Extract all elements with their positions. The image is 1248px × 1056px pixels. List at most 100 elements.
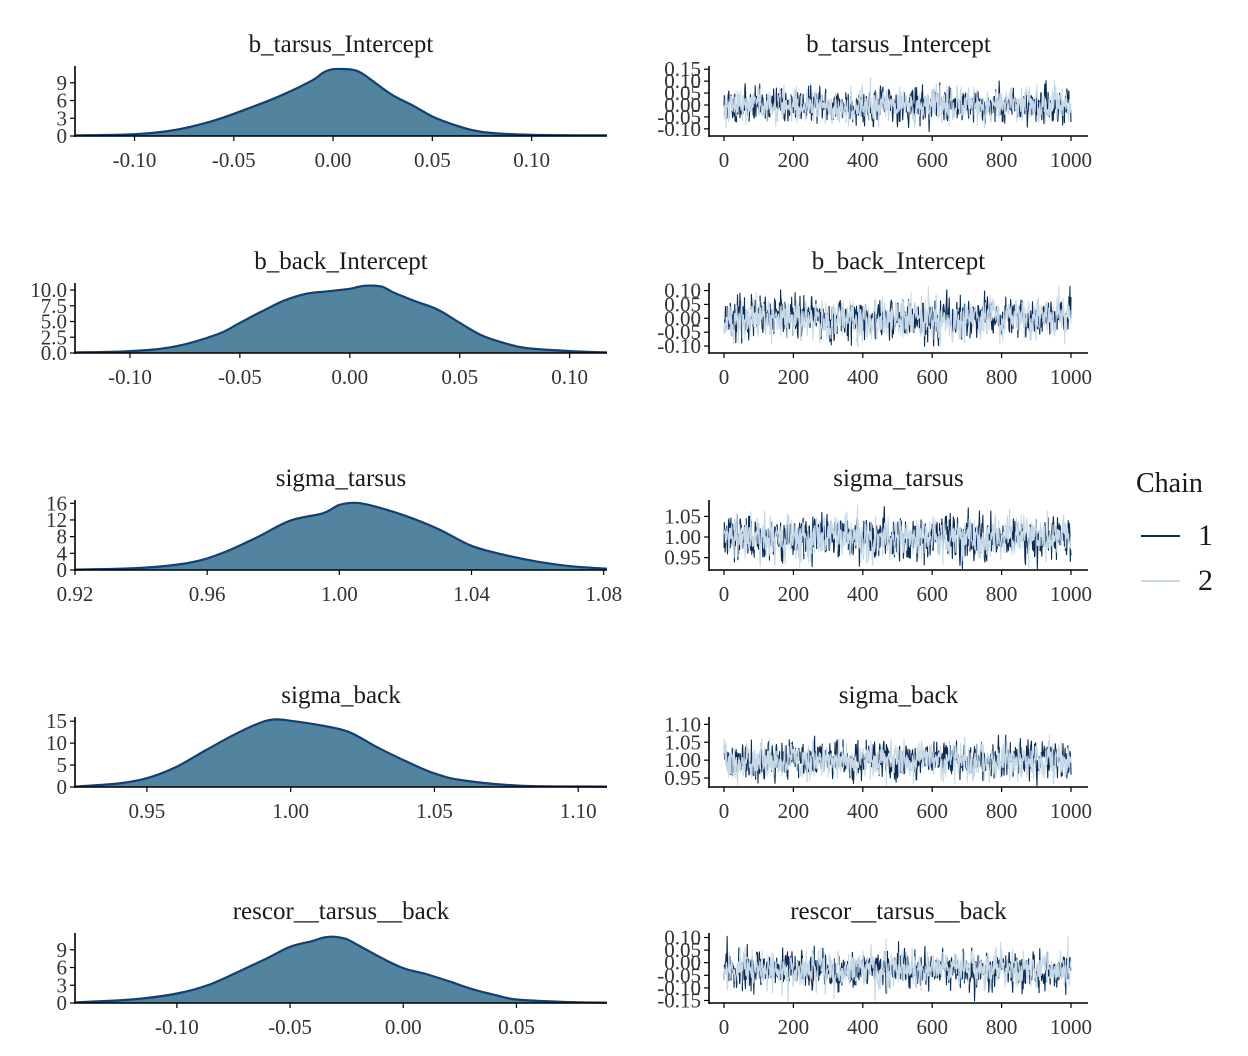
y-tick-label: 0.05 (664, 938, 701, 962)
x-tick-label: 0.96 (189, 582, 226, 606)
x-tick-label: 0 (719, 1015, 730, 1039)
x-tick-label: 200 (778, 148, 810, 172)
x-tick-label: 1.05 (416, 799, 453, 823)
x-tick-label: 1.08 (585, 582, 622, 606)
x-tick-label: 200 (778, 799, 810, 823)
x-tick-label: 0 (719, 582, 730, 606)
x-tick-label: 0.92 (57, 582, 94, 606)
x-tick-label: 200 (778, 365, 810, 389)
x-tick-label: 1.00 (272, 799, 309, 823)
x-tick-label: 1000 (1050, 1015, 1092, 1039)
y-tick-label: 0.00 (664, 93, 701, 117)
density-area (75, 285, 607, 353)
trace-chain-2 (723, 77, 1072, 129)
x-tick-label: 0.00 (315, 148, 352, 172)
y-tick-label: 10 (46, 731, 67, 755)
x-tick-label: 1.10 (560, 799, 597, 823)
y-tick-label: 0.10 (664, 69, 701, 93)
y-tick-label: 3 (57, 973, 68, 997)
y-tick-label: 0.00 (664, 951, 701, 975)
y-tick-label: 0.15 (664, 57, 701, 81)
y-tick-label: 1.05 (664, 504, 701, 528)
trace-panel-sigma_back: sigma_back 1.101.051.000.95 0 200 400 600 800 1… (664, 682, 1092, 823)
x-tick-label: 600 (916, 1015, 948, 1039)
trace-title: b_back_Intercept (812, 248, 986, 275)
density-area (75, 936, 607, 1003)
density-title: b_back_Intercept (254, 248, 428, 275)
density-curve (74, 67, 608, 137)
x-tick-label: 0.05 (414, 148, 451, 172)
x-tick-label: 0.95 (129, 799, 166, 823)
y-tick-label: 6 (57, 956, 68, 980)
trace-chain-2 (723, 504, 1072, 569)
x-tick-label: -0.05 (212, 148, 256, 172)
legend-label-chain-2: 2 (1198, 564, 1213, 597)
x-tick-label: 800 (986, 148, 1018, 172)
x-tick-label: 800 (986, 365, 1018, 389)
x-tick-label: -0.10 (155, 1015, 199, 1039)
x-tick-label: 0.10 (551, 365, 588, 389)
x-tick-label: 1.00 (321, 582, 358, 606)
chain-legend: Chain 1 2 (1136, 468, 1213, 597)
x-tick-label: 1000 (1050, 582, 1092, 606)
density-curve (74, 718, 608, 788)
y-tick-label: 0 (57, 558, 68, 582)
y-tick-label: 1.10 (664, 712, 701, 736)
x-tick-label: 0.05 (441, 365, 478, 389)
density-curve (74, 501, 608, 571)
x-tick-label: 800 (986, 1015, 1018, 1039)
y-tick-label: -0.05 (657, 105, 701, 129)
y-tick-label: 15 (46, 709, 67, 733)
y-tick-label: 7.5 (41, 294, 67, 318)
x-tick-label: 0.10 (513, 148, 550, 172)
y-tick-label: 12 (46, 508, 67, 532)
y-tick-label: 0 (57, 124, 68, 148)
density-curve (74, 284, 608, 354)
density-title: sigma_back (281, 682, 401, 709)
y-tick-label: 6 (57, 89, 68, 113)
trace-chain-1 (723, 80, 1072, 133)
x-tick-label: -0.10 (113, 148, 157, 172)
y-tick-label: -0.15 (657, 988, 701, 1012)
x-tick-label: 800 (986, 799, 1018, 823)
x-tick-label: 600 (916, 148, 948, 172)
density-area (75, 68, 607, 136)
trace-panel-sigma_tarsus: sigma_tarsus 1.051.000.95 0 200 400 600 800 100… (664, 465, 1092, 606)
y-tick-label: 0.10 (664, 279, 701, 303)
x-tick-label: 400 (847, 1015, 879, 1039)
trace-chain-1 (723, 734, 1072, 787)
y-tick-label: -0.05 (657, 963, 701, 987)
x-tick-label: 0 (719, 365, 730, 389)
x-tick-label: 1000 (1050, 799, 1092, 823)
trace-title: b_tarsus_Intercept (806, 31, 991, 58)
x-tick-label: 1.04 (453, 582, 490, 606)
y-tick-label: 0.05 (664, 81, 701, 105)
x-tick-label: 1000 (1050, 148, 1092, 172)
x-tick-label: 600 (916, 799, 948, 823)
y-tick-label: 0.00 (664, 306, 701, 330)
y-tick-label: 0.95 (664, 766, 701, 790)
trace-chain-2 (723, 734, 1072, 787)
legend-title: Chain (1136, 468, 1203, 499)
trace-chain-2 (723, 285, 1072, 348)
y-tick-label: -0.10 (657, 976, 701, 1000)
density-curve (74, 935, 608, 1004)
legend-label-chain-1: 1 (1198, 519, 1213, 552)
density-area (75, 502, 607, 570)
y-tick-label: 0.10 (664, 926, 701, 950)
trace-panel-b_back_Intercept: b_back_Intercept 0.100.050.00-0.05-0.10 0 2… (657, 248, 1092, 389)
y-tick-label: 10.0 (30, 278, 67, 302)
trace-title: rescor__tarsus__back (790, 898, 1007, 925)
x-tick-label: 0.00 (331, 365, 368, 389)
trace-title: sigma_back (839, 682, 959, 709)
y-tick-label: 9 (57, 938, 68, 962)
y-tick-label: 5 (57, 753, 68, 777)
y-tick-label: 5.0 (41, 310, 67, 334)
x-tick-label: -0.05 (268, 1015, 312, 1039)
y-tick-label: 1.00 (664, 525, 701, 549)
y-tick-label: 0 (57, 775, 68, 799)
